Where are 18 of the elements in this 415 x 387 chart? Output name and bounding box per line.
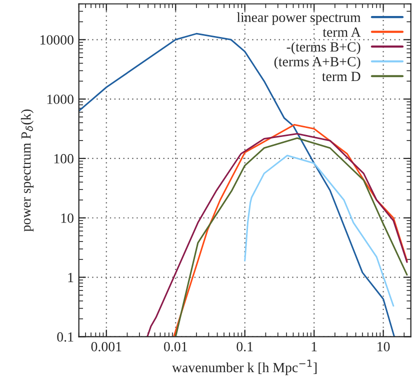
x-tick-label: 0.01	[164, 342, 187, 352]
legend-label: (terms A+B+C)	[274, 56, 360, 70]
x-tick-label: 10	[378, 342, 390, 352]
y-tick-label: 10	[61, 213, 74, 223]
legend-label: term A	[322, 28, 361, 37]
y-tick-label: 10000	[40, 35, 74, 45]
legend-label: term D	[322, 72, 360, 82]
y-tick-label: 100	[54, 154, 74, 164]
x-tick-label: 0.1	[236, 342, 253, 352]
x-tick-label: 1	[312, 342, 317, 352]
y-tick-label: 1000	[47, 94, 74, 104]
x-axis-title: wavenumber k [h Mpc$^{−1}$]	[172, 360, 317, 376]
y-axis-title: power spectrum P$_{δ}$(k)	[20, 109, 34, 232]
x-tick-label: 0.001	[91, 342, 122, 352]
y-tick-label: 1	[68, 272, 74, 282]
y-tick-label: 0.1	[57, 332, 74, 342]
legend-label: -(terms B+C)	[286, 42, 360, 54]
legend-label: linear power spectrum	[236, 12, 361, 25]
